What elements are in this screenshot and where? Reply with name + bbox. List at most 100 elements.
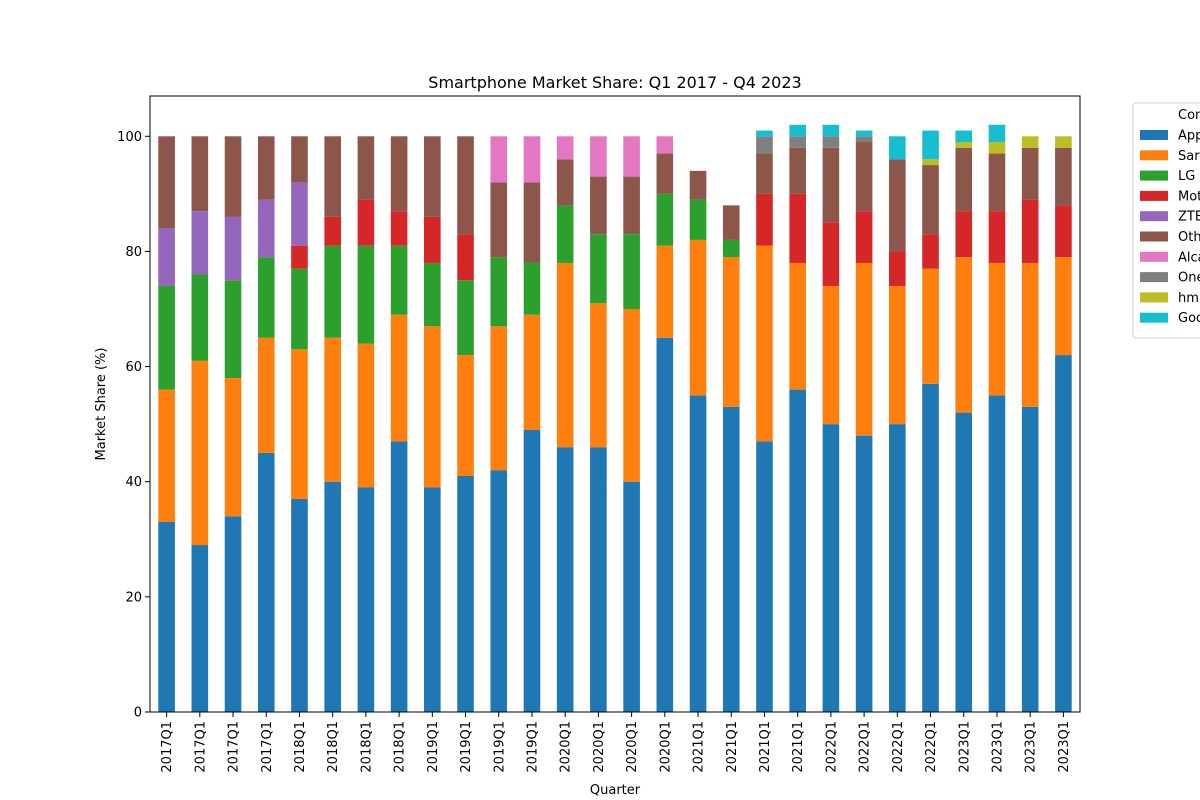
bar-segment-mot-4	[291, 245, 308, 269]
bar-segment-app-0	[158, 522, 175, 712]
bar-segment-lg-14	[623, 234, 640, 310]
bar-segment-mot-21	[855, 211, 873, 263]
bar-segment-sar-14	[623, 309, 640, 482]
y-tick-label: 100	[117, 130, 142, 145]
bar-segment-lg-17	[722, 239, 740, 258]
chart-title: Smartphone Market Share: Q1 2017 - Q4 20…	[428, 73, 801, 92]
legend-swatch-lg	[1140, 170, 1168, 181]
x-tick-label: 2017Q1	[193, 721, 208, 773]
bar-segment-lg-5	[324, 245, 341, 338]
bar-segment-oth-14	[623, 176, 640, 235]
bar-segment-alca-15	[656, 136, 674, 154]
x-tick-label: 2017Q1	[260, 721, 275, 773]
legend-swatch-goo	[1140, 312, 1168, 323]
legend-label-one: One	[1178, 271, 1200, 286]
bar-segment-app-26	[1021, 406, 1039, 712]
bar-segment-zte-1	[191, 211, 209, 275]
legend-label-lg: LG	[1178, 169, 1195, 184]
bar-segment-lg-4	[291, 268, 308, 350]
legend-swatch-zte	[1140, 211, 1168, 222]
bar-segment-goo-20	[822, 124, 840, 137]
bar-segment-goo-24	[955, 130, 973, 143]
bar-segment-mot-6	[357, 199, 375, 246]
x-tick-label: 2023Q1	[1057, 721, 1072, 773]
bar-segment-mot-5	[324, 216, 341, 246]
bar-segment-oth-8	[424, 136, 441, 217]
bar-segment-oth-12	[556, 159, 574, 206]
bar-segment-alca-10	[490, 136, 508, 183]
bar-segment-oth-15	[656, 153, 674, 194]
x-tick-label: 2022Q1	[891, 721, 906, 773]
legend-swatch-mot	[1140, 190, 1168, 201]
bar-segment-oth-24	[955, 147, 973, 212]
bar-segment-lg-8	[424, 262, 441, 327]
bar-segment-oth-10	[490, 182, 508, 258]
x-tick-label: 2020Q1	[625, 721, 640, 773]
bar-segment-app-11	[523, 429, 541, 712]
bar-segment-sar-5	[324, 337, 341, 482]
bar-segment-one-20	[822, 136, 840, 148]
bar-segment-goo-25	[988, 124, 1006, 143]
bar-segment-app-10	[490, 470, 508, 712]
x-tick-label: 2018Q1	[393, 721, 408, 773]
bar-segment-app-25	[988, 395, 1006, 712]
legend-swatch-one	[1140, 272, 1168, 283]
x-tick-label: 2023Q1	[957, 721, 972, 773]
bar-segment-mot-22	[889, 251, 906, 286]
bar-segment-app-5	[324, 481, 341, 712]
bar-segment-app-2	[224, 516, 242, 712]
bar-segment-sar-8	[424, 326, 441, 488]
legend-label-zte: ZTE	[1178, 210, 1200, 225]
bar-segment-app-15	[656, 337, 674, 712]
bar-segment-hm-25	[988, 142, 1006, 154]
bar-segment-app-1	[191, 545, 209, 712]
bar-segment-lg-0	[158, 285, 175, 390]
bar-segment-oth-19	[789, 147, 806, 194]
bar-segment-oth-25	[988, 153, 1006, 212]
bar-segment-sar-27	[1055, 257, 1072, 356]
bar-segment-sar-20	[822, 285, 840, 425]
bar-segment-alca-12	[556, 136, 574, 160]
bar-segment-oth-20	[822, 147, 840, 223]
bar-segment-hm-27	[1055, 136, 1072, 148]
bar-segment-oth-11	[523, 182, 541, 263]
bar-segment-lg-2	[224, 280, 242, 379]
bar-segment-sar-1	[191, 360, 209, 546]
bar-segment-lg-10	[490, 257, 508, 327]
legend-label-sar: Sar	[1178, 149, 1200, 164]
bar-segment-mot-25	[988, 211, 1006, 263]
bar-segment-mot-26	[1021, 199, 1039, 263]
bar-segment-mot-19	[789, 193, 806, 263]
x-axis: 2017Q1 2017Q1 2017Q1 2017Q1 2018Q1 2018Q1 2018…	[160, 712, 1072, 773]
bar-segment-lg-13	[590, 234, 607, 304]
x-tick-label: 2018Q1	[293, 721, 308, 773]
legend-label-goo: Goo	[1178, 311, 1200, 326]
legend-swatch-hm	[1140, 292, 1168, 303]
bar-segment-sar-15	[656, 245, 674, 338]
bar-segment-lg-3	[257, 257, 275, 338]
bar-segment-lg-9	[457, 280, 474, 356]
x-tick-label: 2020Q1	[658, 721, 673, 773]
bar-segment-app-14	[623, 481, 640, 712]
bar-segment-alca-11	[523, 136, 541, 183]
bar-segment-oth-21	[855, 142, 873, 212]
bar-segment-app-3	[257, 452, 275, 712]
bar-segment-sar-23	[922, 268, 939, 384]
y-tick-label: 40	[125, 475, 142, 490]
x-tick-label: 2021Q1	[791, 721, 806, 773]
bar-segment-app-4	[291, 498, 308, 712]
bar-segment-app-17	[722, 406, 740, 712]
legend-swatch-app	[1140, 130, 1168, 140]
bar-segment-oth-18	[756, 153, 773, 194]
bar-segment-app-24	[955, 412, 973, 712]
bar-segment-oth-4	[291, 136, 308, 183]
bar-segment-oth-1	[191, 136, 209, 212]
y-tick-label: 60	[125, 360, 142, 375]
x-tick-label: 2021Q1	[758, 721, 773, 773]
legend: Con App Sar LG Mot ZTE Oth Alca One hm Goo	[1132, 102, 1200, 339]
bar-segment-app-8	[424, 487, 441, 712]
bar-segment-alca-13	[590, 136, 607, 177]
bar-segment-mot-8	[424, 216, 441, 263]
bar-segment-oth-27	[1055, 147, 1072, 206]
x-tick-label: 2021Q1	[725, 721, 740, 773]
